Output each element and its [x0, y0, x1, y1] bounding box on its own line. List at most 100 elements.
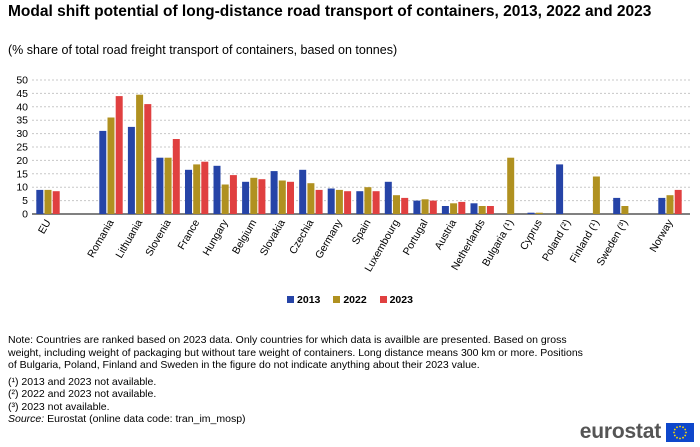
footnote-1: (¹) 2013 and 2023 not available.: [8, 375, 157, 388]
y-tick-label: 25: [16, 142, 28, 154]
bar-2013: [384, 181, 392, 214]
x-category-label: Romania: [85, 217, 116, 260]
y-tick-label: 30: [16, 128, 28, 140]
bar-2013: [270, 171, 278, 214]
bar-2013: [413, 200, 421, 214]
bar-2023: [401, 197, 409, 214]
bar-2013: [299, 169, 307, 214]
bar-2013: [36, 189, 44, 214]
bar-2013: [470, 203, 478, 214]
main-note: Note: Countries are ranked based on 2023…: [8, 334, 583, 371]
chart-subtitle: (% share of total road freight transport…: [8, 43, 398, 57]
legend-item-2013: 2013: [287, 294, 320, 306]
bar-2023: [458, 201, 466, 214]
legend-label-2013: 2013: [297, 294, 321, 306]
y-tick-label: 45: [16, 88, 28, 100]
source-label: Source:: [8, 413, 45, 425]
bar-2013: [185, 169, 192, 214]
bar-2023: [315, 189, 323, 214]
bar-2022: [335, 189, 343, 214]
bar-2023: [201, 161, 209, 214]
bar-2022: [666, 195, 674, 214]
legend-swatch-2013: [287, 296, 295, 303]
bar-2023: [372, 191, 380, 214]
legend-item-2023: 2023: [379, 294, 413, 306]
bar-2022: [535, 212, 543, 214]
x-category-label: Hungary: [201, 217, 232, 258]
eu-flag-icon: [666, 423, 694, 442]
y-tick-label: 10: [16, 182, 28, 194]
chart-title: Modal shift potential of long-distance r…: [8, 3, 652, 20]
bar-2023: [258, 179, 266, 214]
bar-2022: [44, 189, 52, 214]
bar-2013: [613, 197, 621, 214]
footnote-3: (³) 2023 not available.: [8, 400, 110, 413]
x-category-label: Norway: [647, 217, 676, 254]
bar-2022: [621, 206, 629, 214]
x-category-label: Lithuania: [113, 217, 145, 260]
x-category-label: Germany: [313, 217, 345, 261]
bar-2022: [278, 180, 286, 214]
bar-2013: [658, 197, 666, 214]
bar-2022: [421, 199, 429, 214]
bar-2013: [356, 191, 364, 214]
bar-2023: [429, 200, 437, 214]
x-category-label: Belgium: [230, 217, 259, 256]
bar-2022: [450, 203, 458, 214]
bar-2022: [164, 157, 172, 214]
legend-label-2022: 2022: [343, 294, 367, 306]
x-category-label: EU: [36, 218, 54, 237]
bar-2022: [193, 164, 201, 214]
bar-2013: [213, 165, 221, 214]
bar-2023: [172, 139, 180, 214]
bar-2023: [674, 189, 682, 214]
bar-2013: [127, 126, 135, 214]
x-category-label: Cyprus: [518, 218, 545, 253]
bar-2022: [107, 117, 115, 214]
bar-2023: [344, 191, 352, 214]
bar-2022: [592, 176, 600, 214]
x-category-label: Spain: [350, 217, 374, 246]
x-category-label: France: [176, 217, 203, 251]
y-tick-label: 0: [22, 209, 28, 221]
y-tick-label: 35: [16, 115, 28, 127]
legend-label-2023: 2023: [389, 294, 413, 306]
bar-2022: [393, 195, 400, 214]
x-category-label: Czechia: [287, 217, 316, 256]
bar-2022: [364, 187, 372, 214]
bar-2022: [507, 157, 515, 214]
legend: 2013 2022 2023: [0, 294, 700, 306]
y-tick-label: 50: [16, 75, 28, 87]
bar-2013: [527, 212, 535, 214]
bar-2023: [144, 104, 152, 214]
bar-2022: [307, 183, 315, 214]
y-tick-label: 40: [16, 101, 28, 113]
bar-2013: [556, 164, 564, 214]
bar-2013: [242, 181, 250, 214]
x-category-label: Portugal: [401, 218, 431, 258]
y-tick-label: 5: [22, 195, 28, 207]
legend-item-2022: 2022: [333, 294, 367, 306]
notes: Note: Countries are ranked based on 2023…: [8, 334, 588, 426]
bar-2022: [221, 184, 229, 214]
source-text: Eurostat (online data code: tran_im_mosp…: [44, 413, 246, 425]
x-category-label: Slovakia: [258, 217, 288, 258]
legend-swatch-2022: [333, 296, 341, 303]
logo-text: eurostat: [579, 420, 661, 443]
bar-2013: [441, 206, 449, 214]
x-category-label: Slovenia: [143, 217, 174, 258]
bar-2013: [327, 188, 335, 214]
bar-2023: [486, 206, 494, 214]
source-line: Source: Eurostat (online data code: tran…: [8, 413, 588, 426]
y-tick-label: 15: [16, 168, 28, 180]
eurostat-logo: eurostat: [579, 420, 694, 443]
bar-2022: [250, 177, 258, 214]
x-category-label: Austria: [432, 217, 459, 251]
bar-2013: [156, 157, 164, 214]
bar-2023: [52, 191, 60, 214]
bar-2023: [115, 96, 123, 214]
bar-2023: [287, 181, 294, 214]
legend-swatch-2023: [379, 296, 387, 303]
bar-2022: [136, 94, 144, 214]
